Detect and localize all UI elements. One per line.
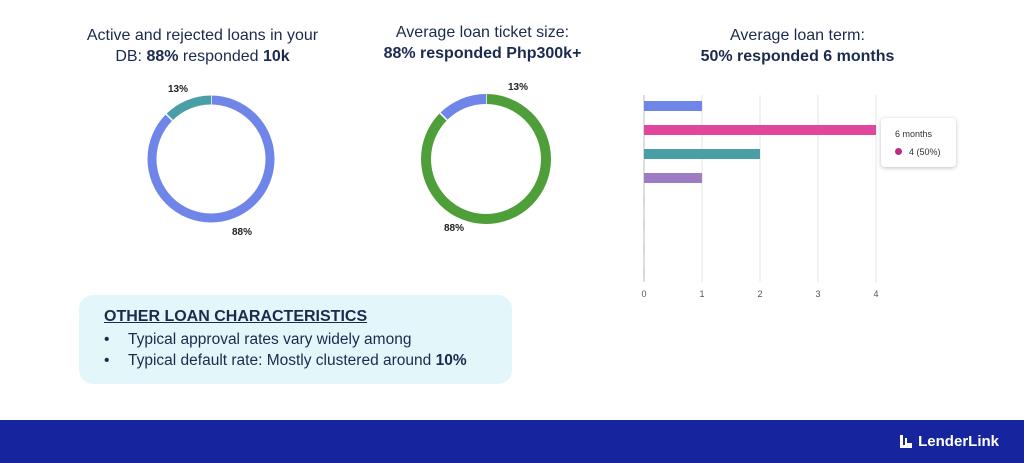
characteristics-list: • Typical approval rates vary widely amon…	[79, 329, 467, 371]
bar[interactable]	[644, 101, 702, 111]
other-characteristics-box: OTHER LOAN CHARACTERISTICS • Typical appr…	[79, 295, 512, 384]
bar[interactable]	[644, 245, 645, 253]
x-tick-label: 4	[873, 289, 878, 299]
slice-label: 88%	[232, 227, 252, 238]
footer-bar: LenderLink	[0, 420, 1024, 463]
bar[interactable]	[644, 221, 645, 229]
x-tick-label: 1	[699, 289, 704, 299]
donut1-title: Active and rejected loans in your DB: 88…	[86, 27, 319, 65]
bar[interactable]	[644, 125, 876, 135]
slice-separator	[439, 112, 448, 121]
bar-chart-title: Average loan term: 50% responded 6 month…	[700, 27, 895, 65]
chart-tooltip: 6 months 4 (50%)	[881, 118, 956, 167]
tooltip-dot	[895, 148, 902, 155]
bar[interactable]	[644, 269, 645, 277]
slice-label: 88%	[444, 223, 464, 234]
bar[interactable]	[644, 173, 702, 183]
x-tick-label: 3	[815, 289, 820, 299]
lenderlink-logo-icon	[900, 434, 913, 448]
x-tick-label: 2	[757, 289, 762, 299]
tooltip-title: 6 months	[895, 129, 933, 139]
bar[interactable]	[644, 197, 645, 205]
list-item: • Typical default rate: Mostly clustered …	[104, 352, 467, 369]
x-tick-label: 0	[641, 289, 646, 299]
tooltip-value: 4 (50%)	[909, 147, 941, 157]
donut2-title: Average loan ticket size: 88% responded …	[383, 24, 582, 62]
lenderlink-logo: LenderLink	[898, 433, 999, 450]
slice-label: 13%	[508, 82, 528, 93]
slice-separator	[165, 113, 173, 121]
slice-label: 13%	[168, 84, 188, 95]
bar[interactable]	[644, 149, 760, 159]
list-item: • Typical approval rates vary widely amon…	[104, 331, 412, 348]
other-characteristics-heading: OTHER LOAN CHARACTERISTICS	[104, 308, 368, 325]
